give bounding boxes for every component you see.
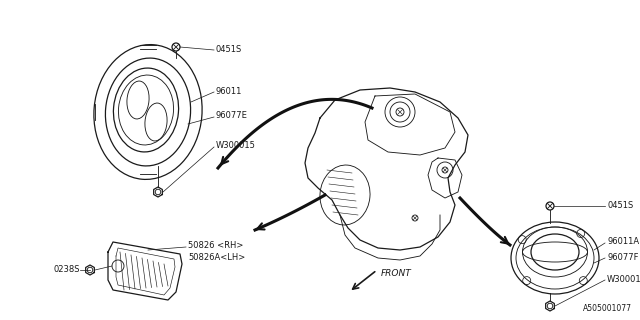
Text: 0451S: 0451S [607, 201, 633, 210]
Text: FRONT: FRONT [381, 269, 412, 278]
Text: W300015: W300015 [216, 141, 256, 150]
Text: W300015: W300015 [607, 275, 640, 284]
Text: 50826A<LH>: 50826A<LH> [188, 252, 245, 261]
Text: 96077F: 96077F [607, 252, 639, 261]
Text: 96077E: 96077E [216, 111, 248, 121]
Text: 0238S: 0238S [53, 266, 79, 275]
Text: A505001077: A505001077 [583, 304, 632, 313]
Text: 96011: 96011 [216, 86, 243, 95]
Text: 0451S: 0451S [216, 44, 243, 53]
Text: 96011A: 96011A [607, 237, 639, 246]
Text: 50826 <RH>: 50826 <RH> [188, 241, 243, 250]
